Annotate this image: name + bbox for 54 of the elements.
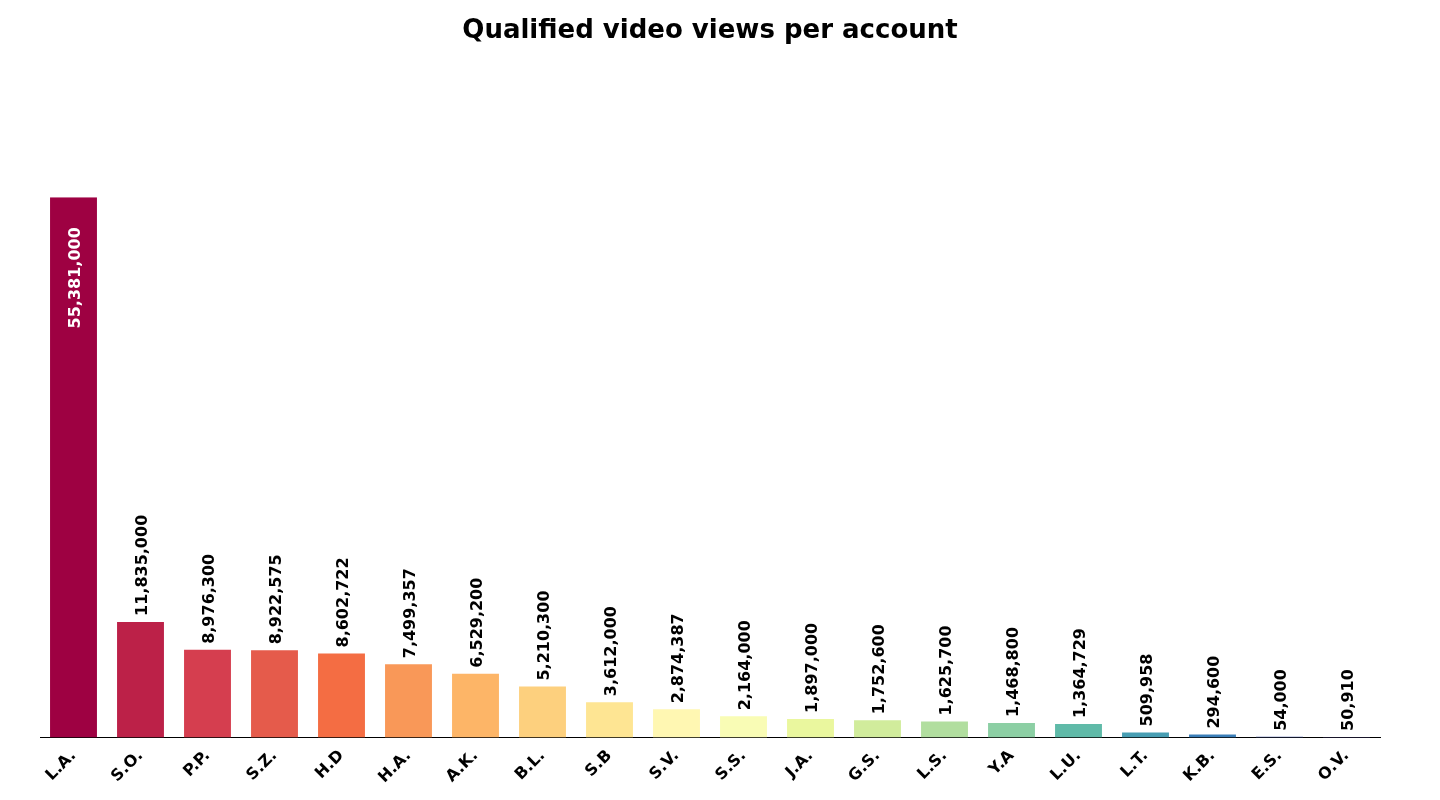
- x-tick-label: K.B.: [1178, 745, 1219, 785]
- bar: [318, 653, 365, 738]
- bar: [653, 709, 700, 738]
- data-label: 3,612,000: [600, 606, 620, 697]
- x-tick-label: L.T.: [1116, 745, 1152, 781]
- bar: [184, 649, 231, 738]
- bar: [385, 664, 432, 738]
- data-label: 1,468,800: [1002, 626, 1022, 718]
- bar: [452, 673, 499, 738]
- bar: [586, 702, 633, 738]
- bar: [988, 723, 1035, 738]
- x-tick-label: H.A.: [373, 745, 415, 786]
- data-label: 8,976,300: [198, 553, 218, 644]
- bar: [251, 650, 298, 738]
- bar: [1122, 732, 1169, 738]
- x-tick-label: B.L.: [510, 745, 549, 784]
- data-label: 1,364,729: [1069, 627, 1089, 719]
- data-label: 6,529,200: [466, 577, 486, 668]
- data-label: 1,897,000: [801, 622, 821, 713]
- data-label: 2,874,387: [667, 613, 687, 704]
- data-label: 2,164,000: [734, 620, 754, 711]
- data-label: 509,958: [1136, 653, 1156, 727]
- data-label: 8,922,575: [265, 554, 285, 645]
- x-tick-label: L.S.: [912, 745, 951, 783]
- x-tick-label: G.S.: [843, 745, 884, 785]
- bar: [50, 197, 97, 738]
- data-label: 7,499,357: [399, 568, 419, 659]
- bar: [787, 718, 834, 738]
- x-tick-label: S.O.: [106, 745, 147, 786]
- data-label: 1,752,600: [868, 624, 888, 715]
- x-tick-label: Y.A: [983, 745, 1018, 780]
- x-tick-label: S.S.: [710, 745, 750, 784]
- x-tick-label: P.P.: [178, 745, 214, 780]
- data-label: 8,602,722: [332, 557, 352, 648]
- x-tick-label: E.S.: [1247, 745, 1286, 784]
- x-tick-label: L.U.: [1045, 745, 1085, 784]
- data-label: 1,625,700: [935, 625, 955, 716]
- x-tick-label: S.B: [580, 745, 616, 781]
- data-label: 11,835,000: [131, 514, 151, 616]
- data-label: 5,210,300: [533, 590, 553, 681]
- data-label: 50,910: [1337, 669, 1357, 731]
- x-tick-label: J.A.: [780, 745, 817, 782]
- chart-title: Qualified video views per account: [462, 14, 958, 45]
- bar: [519, 686, 566, 738]
- bar: [1055, 724, 1102, 738]
- data-label: 54,000: [1270, 669, 1290, 731]
- x-tick-label: S.Z.: [241, 745, 281, 784]
- data-label: 294,600: [1203, 655, 1223, 729]
- x-tick-label: L.A.: [41, 745, 80, 784]
- data-label: 55,381,000: [64, 227, 84, 329]
- bar: [117, 621, 164, 738]
- bar: [720, 716, 767, 738]
- bar: [921, 721, 968, 738]
- bar: [854, 720, 901, 738]
